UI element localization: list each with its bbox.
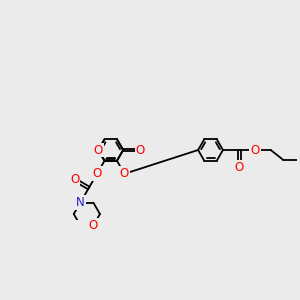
Text: O: O — [94, 143, 103, 157]
Text: O: O — [250, 143, 260, 157]
Text: O: O — [235, 160, 244, 173]
Text: O: O — [120, 167, 129, 180]
Text: N: N — [76, 196, 85, 209]
Text: O: O — [92, 167, 102, 180]
Text: O: O — [136, 143, 145, 157]
Text: O: O — [89, 219, 98, 232]
Text: O: O — [70, 173, 79, 186]
